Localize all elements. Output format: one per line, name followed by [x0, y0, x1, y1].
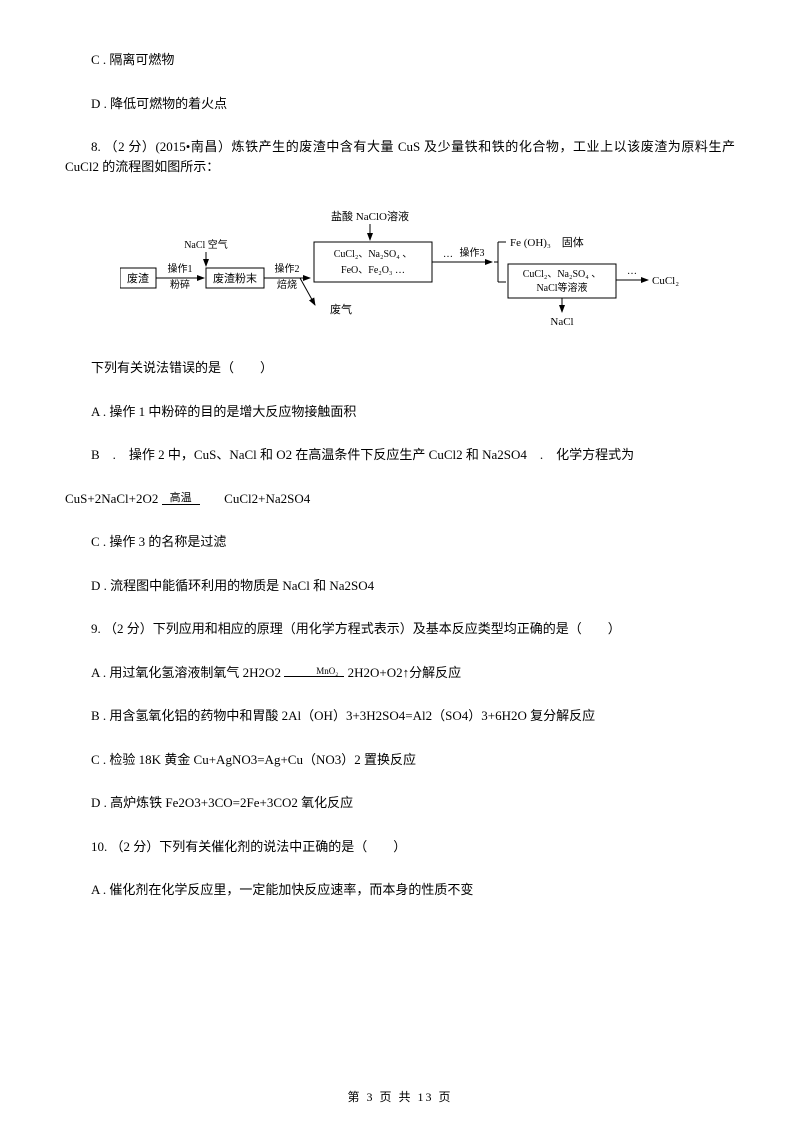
svg-text:操作1: 操作1 — [168, 262, 193, 275]
svg-text:NaCl 空气: NaCl 空气 — [184, 238, 228, 251]
q9-intro: 9. （2 分）下列应用和相应的原理（用化学方程式表示）及基本反应类型均正确的是… — [65, 619, 735, 639]
svg-text:…: … — [627, 266, 637, 277]
svg-text:粉碎: 粉碎 — [170, 278, 190, 291]
eq-left: CuS+2NaCl+2O2 — [65, 491, 158, 506]
svg-text:废渣: 废渣 — [127, 271, 149, 285]
svg-text:焙烧: 焙烧 — [277, 278, 297, 291]
svg-text:CuCl₂: CuCl₂ — [652, 275, 679, 287]
svg-text:NaCl等溶液: NaCl等溶液 — [536, 281, 587, 294]
q9-option-a: A . 用过氧化氢溶液制氧气 2H2O2 MnO₂ 2H2O+O2↑分解反应 — [65, 663, 735, 683]
svg-text:NaCl: NaCl — [550, 316, 573, 328]
q9a-left: A . 用过氧化氢溶液制氧气 2H2O2 — [91, 665, 281, 680]
svg-text:Fe (OH)₃ 固体: Fe (OH)₃ 固体 — [510, 235, 584, 249]
svg-text:盐酸 NaClO溶液: 盐酸 NaClO溶液 — [331, 209, 409, 223]
q10-option-a: A . 催化剂在化学反应里，一定能加快反应速率，而本身的性质不变 — [65, 880, 735, 900]
svg-text:操作2: 操作2 — [275, 262, 300, 275]
q7-option-d: D . 降低可燃物的着火点 — [65, 94, 735, 114]
page-footer: 第 3 页 共 13 页 — [0, 1088, 800, 1106]
q9a-right: 2H2O+O2↑分解反应 — [348, 665, 462, 680]
q8-option-b-equation: CuS+2NaCl+2O2 高温 CuCl2+Na2SO4 — [65, 489, 735, 509]
eq-condition: 高温 — [162, 492, 200, 505]
q8-option-a: A . 操作 1 中粉碎的目的是增大反应物接触面积 — [65, 402, 735, 422]
q8-intro: 8. （2 分）(2015•南昌）炼铁产生的废渣中含有大量 CuS 及少量铁和铁… — [65, 137, 735, 176]
svg-text:废渣粉末: 废渣粉末 — [213, 271, 257, 285]
q9-option-d: D . 高炉炼铁 Fe2O3+3CO=2Fe+3CO2 氧化反应 — [65, 793, 735, 813]
q8-option-c: C . 操作 3 的名称是过滤 — [65, 532, 735, 552]
q9a-condition: MnO₂ — [284, 667, 344, 678]
eq-right: CuCl2+Na2SO4 — [224, 491, 310, 506]
q8-followup: 下列有关说法错误的是（ ） — [65, 358, 735, 378]
q8-option-b-prefix: B . 操作 2 中，CuS、NaCl 和 O2 在高温条件下反应生产 CuCl… — [65, 445, 735, 465]
svg-text:CuCl₂、Na₂SO₄ 、: CuCl₂、Na₂SO₄ 、 — [523, 269, 602, 280]
q9-option-b: B . 用含氢氧化铝的药物中和胃酸 2Al（OH）3+3H2SO4=Al2（SO… — [65, 706, 735, 726]
svg-text:…: … — [443, 249, 453, 260]
q8-option-d: D . 流程图中能循环利用的物质是 NaCl 和 Na2SO4 — [65, 576, 735, 596]
q7-option-c: C . 隔离可燃物 — [65, 50, 735, 70]
svg-text:CuCl₂、Na₂SO₄ 、: CuCl₂、Na₂SO₄ 、 — [334, 249, 413, 260]
svg-text:操作3: 操作3 — [460, 246, 485, 259]
q10-intro: 10. （2 分）下列有关催化剂的说法中正确的是（ ） — [65, 837, 735, 857]
q9-option-c: C . 检验 18K 黄金 Cu+AgNO3=Ag+Cu（NO3）2 置换反应 — [65, 750, 735, 770]
svg-text:FeO、Fe₂O₃ …: FeO、Fe₂O₃ … — [341, 265, 405, 276]
flowchart-diagram: 废渣 操作1 粉碎 NaCl 空气 废渣粉末 操作2 焙烧 废气 盐酸 NaCl… — [120, 200, 680, 330]
svg-text:废气: 废气 — [330, 302, 352, 316]
